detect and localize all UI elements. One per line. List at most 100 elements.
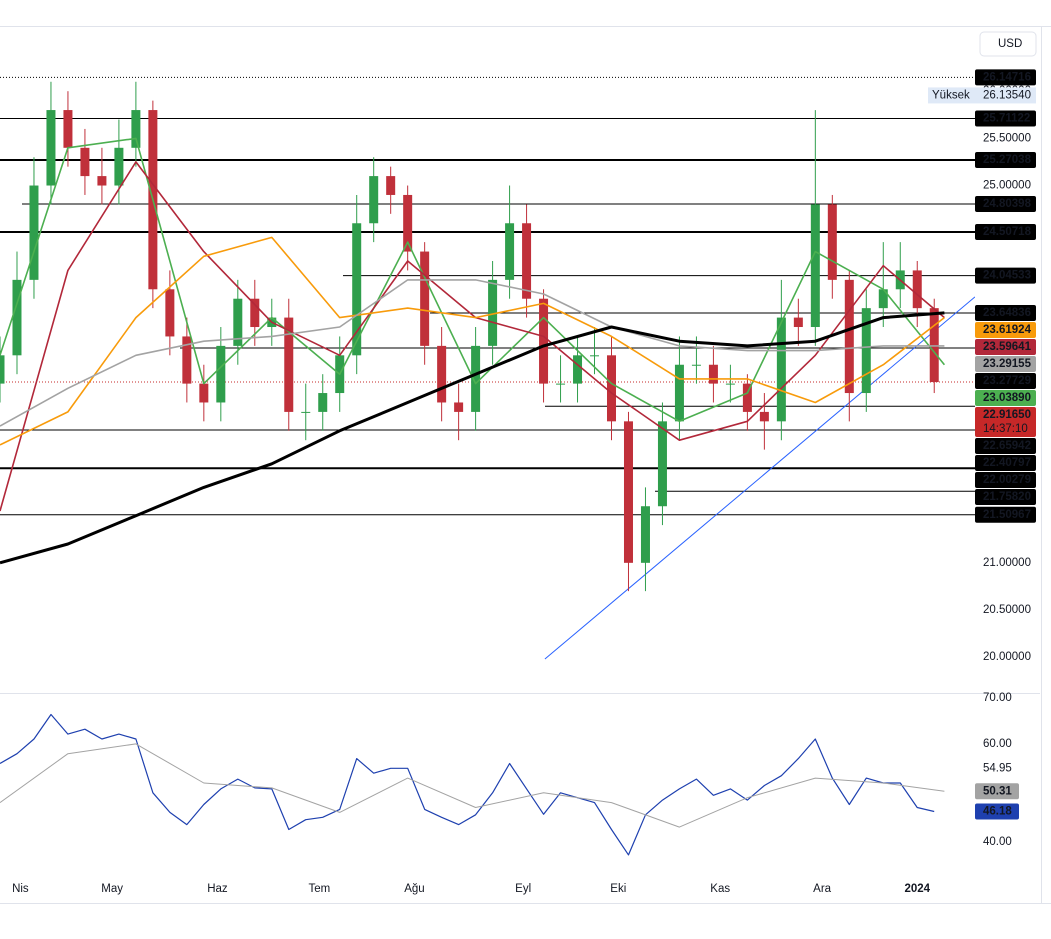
candle-body: [776, 317, 786, 422]
price-tag-bg: [975, 152, 1036, 169]
price-tag-bg: [975, 69, 1036, 86]
price-tag-bg: [975, 305, 1036, 322]
countdown-label: 14:37:10: [983, 423, 1028, 435]
price-tag-bg: [975, 455, 1036, 472]
currency-label: USD: [998, 38, 1022, 50]
candle-body: [199, 383, 209, 403]
price-tag-label: 21.50967: [983, 509, 1031, 521]
candle-body: [216, 345, 226, 403]
candle-body: [691, 364, 701, 366]
x-tick-label: Ara: [813, 883, 832, 895]
candle-body: [912, 270, 922, 309]
candle-body: [12, 279, 22, 356]
high-marker-value: 26.13540: [983, 89, 1031, 101]
y-tick-label: 20.50000: [983, 604, 1031, 616]
price-tag: 24.04533: [975, 267, 1036, 284]
price-tag: 21.50967: [975, 506, 1036, 523]
candle-body: [403, 194, 413, 252]
high-marker-label: Yüksek: [932, 89, 970, 101]
price-tag: 23.64836: [975, 305, 1036, 322]
rsi-tick-label: 40.00: [983, 836, 1012, 848]
y-tick-label: 25.00000: [983, 180, 1031, 192]
candle-body: [0, 355, 5, 384]
price-tag-bg: [975, 373, 1036, 390]
candle-body: [674, 364, 684, 422]
candle-body: [861, 308, 871, 394]
price-tag-label: 23.59641: [983, 341, 1032, 353]
candle-body: [878, 289, 888, 309]
price-tag-label: 21.75820: [983, 491, 1031, 503]
price-tag-bg: [975, 110, 1036, 127]
candle-body: [165, 289, 175, 337]
rsi-tag-label: 50.31: [983, 785, 1012, 797]
candle-body: [556, 383, 566, 385]
price-pane: [0, 76, 975, 660]
price-tag-bg: [975, 506, 1036, 523]
price-tag-bg: [975, 356, 1036, 373]
x-tick-label: Tem: [308, 883, 330, 895]
candle-body: [657, 421, 667, 507]
rsi-line: [0, 743, 945, 828]
rsi-tag-bg: [975, 783, 1019, 800]
price-tag-bg: [975, 322, 1036, 339]
candle-body: [182, 336, 192, 384]
price-tag: 26.14716: [975, 69, 1036, 86]
candle-body: [623, 421, 633, 563]
candle-body: [708, 364, 718, 384]
x-tick-label: May: [101, 883, 123, 895]
candle-body: [573, 355, 583, 384]
currency-button[interactable]: [979, 31, 1037, 57]
y-tick-label: 25.50000: [983, 132, 1031, 144]
candle-body: [793, 317, 803, 328]
price-tag: 25.27038: [975, 152, 1036, 169]
price-tag-bg: [975, 438, 1036, 455]
candle-body: [759, 411, 769, 422]
candle-body: [63, 110, 73, 148]
moving-average: [0, 279, 945, 427]
candle-body: [725, 383, 735, 385]
candle-body: [80, 147, 90, 177]
price-tag: 22.00279: [975, 472, 1036, 489]
rsi-tag-bg: [975, 803, 1019, 820]
candle-body: [640, 506, 650, 563]
price-tag: 23.61924: [975, 322, 1036, 339]
rsi-pane: [0, 713, 945, 856]
candle-body: [284, 317, 294, 412]
price-tag-label: 24.50718: [983, 226, 1032, 238]
candle-body: [250, 298, 260, 328]
rsi-tick-label: 70.00: [983, 692, 1012, 704]
price-tag-label: 22.91650: [983, 409, 1031, 421]
candle-body: [505, 223, 515, 280]
candle-body: [590, 355, 600, 357]
moving-average: [0, 236, 945, 446]
candle-body: [454, 402, 464, 412]
price-tag: 22.40797: [975, 455, 1036, 472]
candle-body: [522, 223, 532, 299]
price-tag-label: 24.04533: [983, 270, 1031, 282]
price-tag: 23.27729: [975, 373, 1036, 390]
rsi-level-label: 54.95: [983, 763, 1012, 775]
candle-body: [827, 204, 837, 280]
candle-body: [46, 110, 56, 186]
candle-body: [437, 345, 447, 403]
candle-body: [386, 176, 396, 195]
x-tick-label: 2024: [904, 883, 930, 895]
x-tick-label: Nis: [12, 883, 29, 895]
candle-body: [488, 279, 498, 346]
price-tag-label: 25.27038: [983, 154, 1032, 166]
price-tag-bg: [975, 224, 1036, 241]
candle-body: [318, 393, 328, 412]
price-tag: 23.03890: [975, 390, 1036, 407]
x-tick-label: Kas: [710, 883, 730, 895]
candle-body: [352, 223, 362, 356]
price-tag-label: 22.40797: [983, 457, 1031, 469]
candle-body: [471, 345, 481, 412]
price-tag: 23.59641: [975, 339, 1036, 356]
candle-body: [233, 298, 243, 346]
price-tag-bg: [975, 407, 1036, 438]
price-tag-bg: [975, 390, 1036, 407]
x-tick-label: Eki: [610, 883, 626, 895]
high-marker-bg: [928, 87, 1036, 104]
price-tag: 25.71122: [975, 110, 1036, 127]
